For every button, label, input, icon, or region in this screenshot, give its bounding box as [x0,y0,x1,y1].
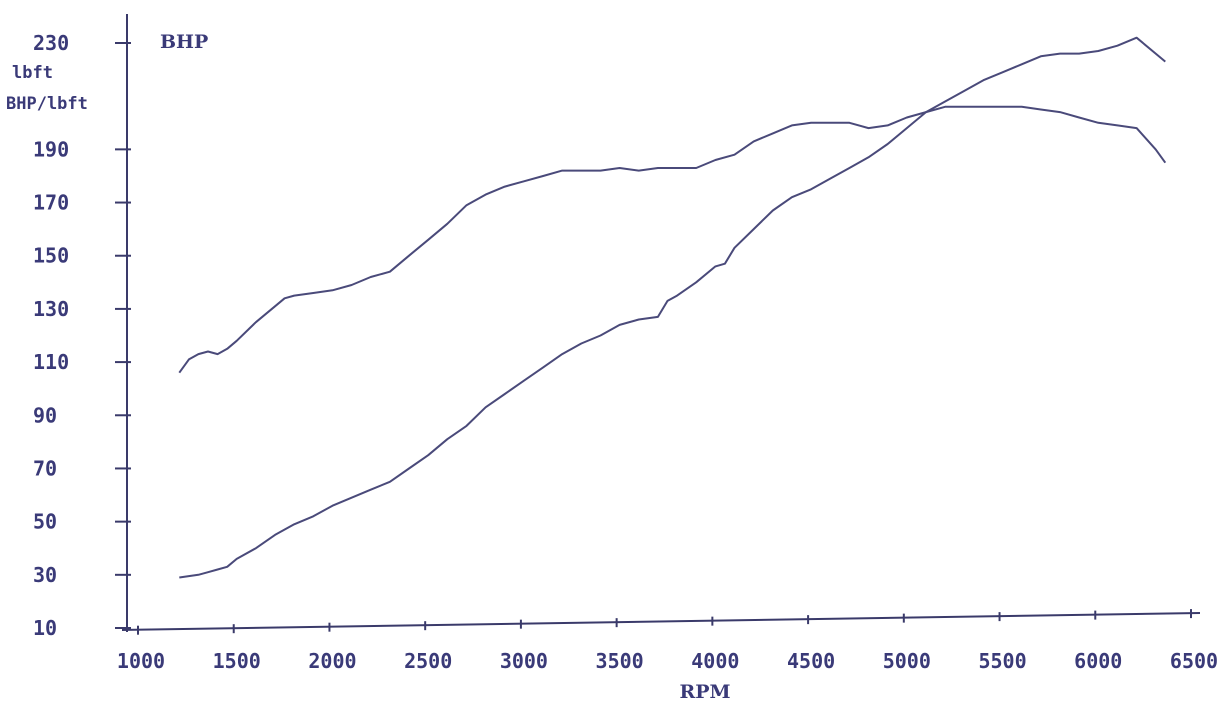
y-tick-label: 70 [33,456,57,480]
series-label-bhp: BHP [160,31,208,53]
x-tick-label: 3500 [596,649,644,673]
y-tick-label: 10 [33,616,57,640]
x-tick-label: 5000 [883,649,931,673]
x-tick-label: 5500 [978,649,1026,673]
x-tick-label: 4500 [787,649,835,673]
y-tick-label: 90 [33,403,57,427]
x-ticks: 1000 1500 2000 2500 3000 3500 4000 4500 5000 5500… [117,609,1218,673]
y-tick-label: 230 [33,31,69,55]
y-tick-label: 50 [33,510,57,534]
x-tick-label: 4000 [691,649,739,673]
y-unit-label-2: BHP/lbft [6,94,88,114]
series-line-1 [178,105,1167,374]
y-tick-label: 170 [33,191,69,215]
x-tick-label: 6500 [1170,649,1218,673]
x-tick-label: 1000 [117,649,165,673]
x-tick-label: 2500 [404,649,452,673]
y-tick-label: 110 [33,350,69,374]
x-tick-label: 3000 [500,649,548,673]
x-tick-label: 2000 [308,649,356,673]
y-tick-label: 190 [33,137,69,161]
axes [121,14,1201,632]
y-unit-label: lbft [12,63,53,83]
x-tick-label: 6000 [1074,649,1122,673]
series-group [178,36,1167,579]
y-ticks: 10 30 50 70 90 110 130 150 170 190 230 [33,31,131,640]
x-axis-line [121,612,1201,631]
y-tick-label: 150 [33,244,69,268]
series-line-2 [179,36,1166,579]
x-tick-label: 1500 [213,649,261,673]
x-axis-title: RPM [679,681,730,703]
y-tick-label: 130 [33,297,69,321]
y-tick-label: 30 [33,563,57,587]
